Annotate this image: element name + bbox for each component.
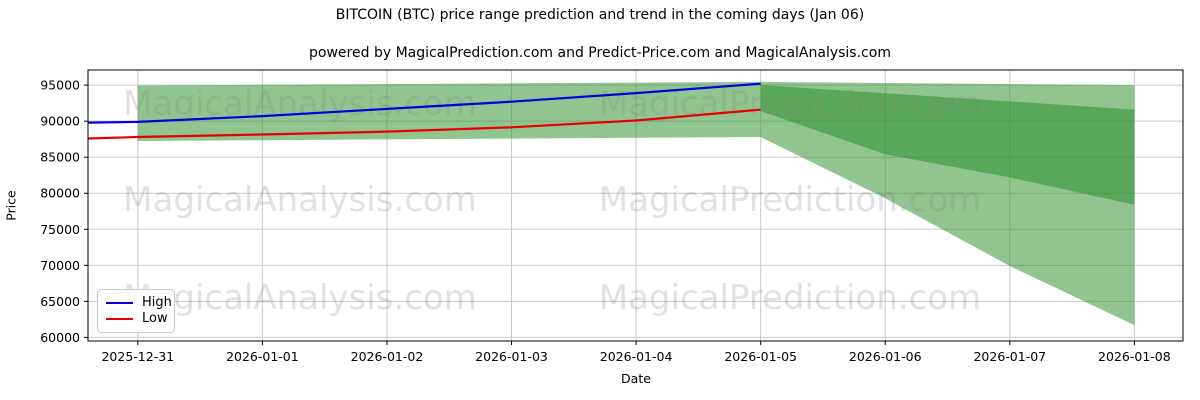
x-tick-label: 2025-12-31 — [101, 349, 174, 364]
y-tick-label: 80000 — [40, 186, 80, 201]
legend-low-line-swatch — [106, 318, 133, 320]
y-tick-label: 60000 — [40, 330, 80, 345]
legend-high-line-swatch — [106, 302, 133, 304]
y-tick-label: 65000 — [40, 294, 80, 309]
x-tick-label: 2026-01-06 — [849, 349, 922, 364]
x-tick-label: 2026-01-08 — [1098, 349, 1171, 364]
y-tick-label: 95000 — [40, 78, 80, 93]
y-tick-label: 90000 — [40, 114, 80, 129]
watermark-text: MagicalAnalysis.com — [123, 180, 477, 220]
forecast-inner-range-band — [760, 85, 1135, 205]
x-tick-label: 2026-01-07 — [973, 349, 1046, 364]
watermark-text: MagicalPrediction.com — [599, 180, 982, 220]
chart-title: BITCOIN (BTC) price range prediction and… — [335, 7, 865, 23]
high-trend-line — [87, 82, 761, 124]
x-axis-label: Date — [621, 371, 651, 386]
legend-high-label: High — [142, 295, 172, 310]
legend: High Low — [97, 289, 175, 333]
y-tick-label: 75000 — [40, 222, 80, 237]
x-tick-label: 2026-01-05 — [724, 349, 797, 364]
y-axis-label: Price — [3, 190, 19, 221]
legend-entry-high: High — [106, 295, 172, 311]
x-tick-label: 2026-01-03 — [475, 349, 548, 364]
plot-border — [87, 69, 1184, 342]
low-trend-line — [87, 108, 761, 140]
x-tick-label: 2026-01-01 — [226, 349, 299, 364]
x-tick-label: 2026-01-02 — [351, 349, 424, 364]
chart-subtitle: powered by MagicalPrediction.com and Pre… — [309, 45, 891, 61]
legend-low-label: Low — [142, 311, 168, 326]
y-tick-label: 70000 — [40, 258, 80, 273]
legend-entry-low: Low — [106, 311, 168, 327]
x-tick-label: 2026-01-04 — [600, 349, 673, 364]
y-tick-label: 85000 — [40, 150, 80, 165]
history-range-band — [137, 81, 761, 141]
watermark-text: MagicalPrediction.com — [599, 278, 982, 318]
watermark-text: MagicalAnalysis.com — [123, 278, 477, 318]
watermark-text: MagicalAnalysis.com — [123, 84, 477, 124]
